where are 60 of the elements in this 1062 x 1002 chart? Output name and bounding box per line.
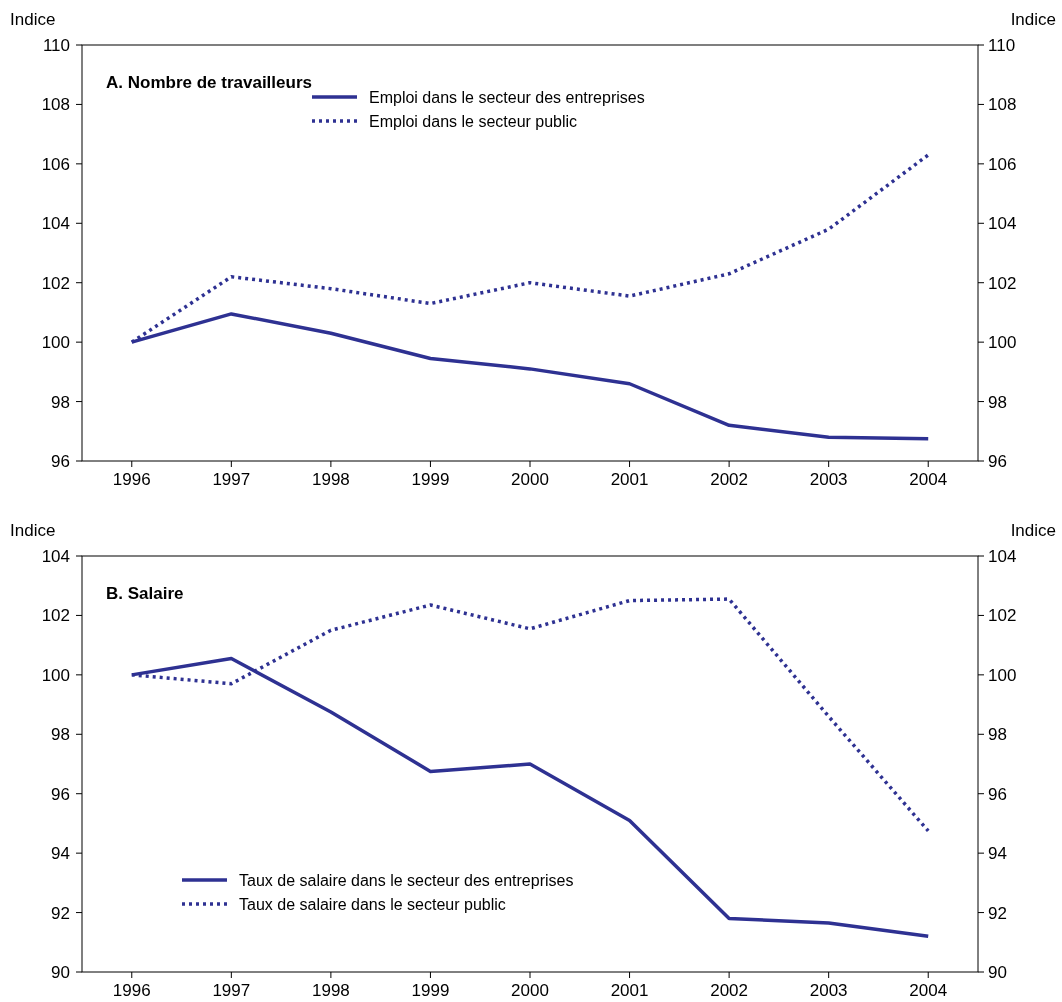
- y2-tick-label: 104: [988, 546, 1017, 566]
- y-axis-title: Indice: [10, 521, 56, 540]
- y2-tick-label: 92: [988, 903, 1007, 923]
- legend-label: Emploi dans le secteur des entreprises: [369, 88, 645, 106]
- y-tick-label: 98: [51, 392, 70, 412]
- y-tick-label: 100: [41, 665, 70, 685]
- y-tick-label: 96: [51, 784, 70, 804]
- x-tick-label: 1996: [112, 981, 151, 1000]
- x-tick-label: 1999: [411, 981, 450, 1000]
- y2-tick-label: 102: [988, 606, 1017, 626]
- x-tick-label: 2003: [809, 981, 848, 1000]
- y2-tick-label: 96: [988, 451, 1007, 471]
- text: B. Salaire: [106, 584, 184, 603]
- y2-axis-title: Indice: [1010, 521, 1056, 540]
- y-tick-label: 100: [41, 333, 70, 353]
- y2-tick-label: 102: [988, 273, 1017, 293]
- y2-tick-label: 100: [988, 333, 1017, 353]
- x-tick-label: 2004: [909, 981, 948, 1000]
- y2-tick-label: 98: [988, 725, 1007, 745]
- x-tick-label: 1998: [311, 981, 350, 1000]
- y2-tick-label: 90: [988, 962, 1007, 982]
- y-tick-label: 102: [41, 273, 70, 293]
- y-tick-label: 108: [41, 95, 70, 115]
- legend-label: Taux de salaire dans le secteur des entreprises: [239, 871, 574, 889]
- y2-tick-label: 104: [988, 214, 1017, 234]
- y-tick-label: 92: [51, 903, 70, 923]
- y-tick-label: 104: [41, 214, 70, 234]
- x-tick-label: 1996: [112, 470, 151, 489]
- y2-axis-title: Indice: [1010, 10, 1056, 29]
- y-axis-title: Indice: [10, 10, 56, 29]
- x-tick-label: 1998: [311, 470, 350, 489]
- x-tick-label: 2003: [809, 470, 848, 489]
- y2-tick-label: 98: [988, 392, 1007, 412]
- x-tick-label: 2001: [610, 470, 649, 489]
- y-tick-label: 110: [42, 35, 70, 55]
- x-tick-label: 1999: [411, 470, 450, 489]
- x-tick-label: 2002: [710, 981, 749, 1000]
- y2-tick-label: 100: [988, 665, 1017, 685]
- y2-tick-label: 106: [988, 154, 1017, 174]
- x-tick-label: 1997: [212, 981, 251, 1000]
- text: A. Nombre de travailleurs: [106, 73, 312, 92]
- y2-tick-label: 110: [988, 35, 1016, 55]
- y-tick-label: 104: [41, 546, 70, 566]
- y-tick-label: 94: [51, 844, 70, 864]
- y-tick-label: 90: [51, 962, 70, 982]
- y-tick-label: 96: [51, 451, 70, 471]
- x-tick-label: 2002: [710, 470, 749, 489]
- y2-tick-label: 108: [988, 95, 1017, 115]
- y-tick-label: 106: [41, 154, 70, 174]
- y2-tick-label: 96: [988, 784, 1007, 804]
- y2-tick-label: 94: [988, 844, 1007, 864]
- x-tick-label: 2001: [610, 981, 649, 1000]
- y-tick-label: 102: [41, 606, 70, 626]
- legend-label: Taux de salaire dans le secteur public: [239, 895, 506, 913]
- x-tick-label: 1997: [212, 470, 251, 489]
- x-tick-label: 2000: [511, 470, 549, 489]
- x-tick-label: 2004: [909, 470, 948, 489]
- y-tick-label: 98: [51, 725, 70, 745]
- legend-label: Emploi dans le secteur public: [369, 112, 578, 130]
- x-tick-label: 2000: [511, 981, 549, 1000]
